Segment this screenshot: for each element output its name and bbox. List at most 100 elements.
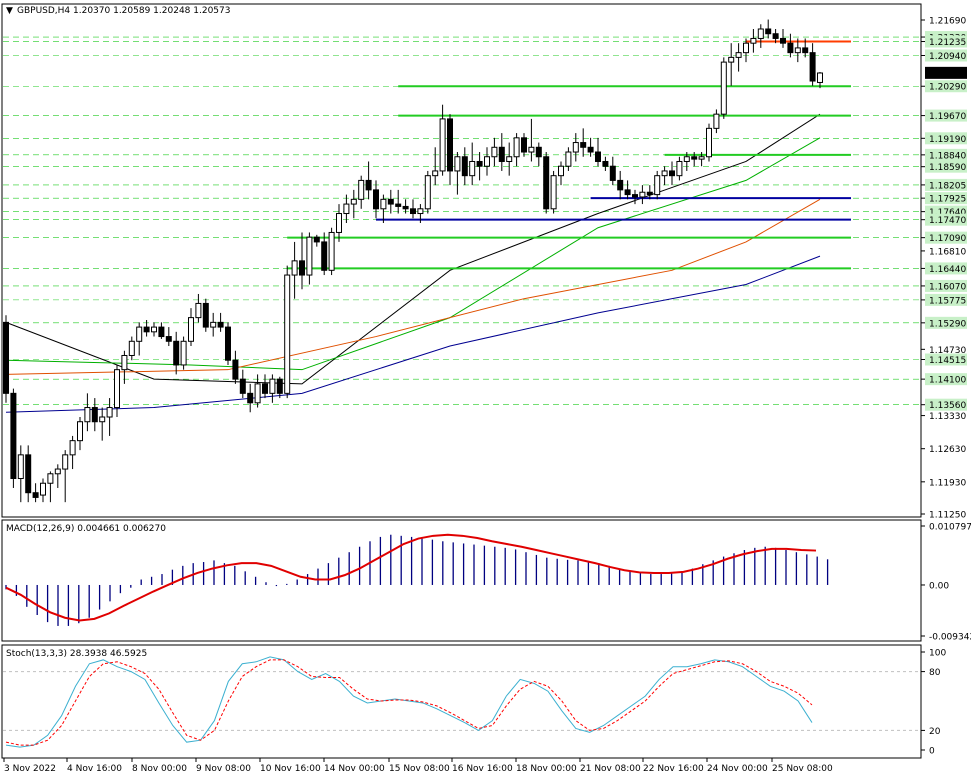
price-label-highlight (925, 35, 967, 48)
candle-body (180, 340, 187, 366)
candle-body (17, 454, 24, 480)
candle-body (506, 156, 513, 162)
stoch-title: Stoch(13,3,3) 28.3938 46.5925 (6, 649, 147, 659)
candlesticks (3, 19, 823, 503)
candle-body (365, 179, 372, 191)
price-label-highlight (925, 132, 967, 145)
candle-body (62, 454, 69, 470)
candle-body (661, 170, 668, 177)
time-tick-label: 14 Nov 00:00 (324, 764, 385, 774)
candle-body (299, 260, 305, 276)
candle-body (454, 156, 461, 172)
candle-body (225, 326, 231, 361)
candle-body (750, 37, 757, 44)
candle-body (3, 321, 9, 394)
time-axis: 3 Nov 2022 4 Nov 16:00 8 Nov 00:00 9 Nov 08… (3, 758, 833, 774)
price-tick-label: 1.20940 (929, 52, 966, 62)
macd-tick-label: 0.00 (929, 581, 949, 591)
price-label-highlight (925, 160, 967, 173)
time-tick-label: 9 Nov 08:00 (196, 764, 251, 774)
candle-body (40, 482, 46, 496)
macd-signal-line (5, 533, 817, 622)
candle-body (202, 302, 209, 328)
price-tick-label: 1.19670 (929, 112, 966, 122)
candle-body (269, 378, 276, 394)
time-tick-label: 16 Nov 16:00 (452, 764, 513, 774)
candle-body (114, 369, 120, 409)
candle-body (794, 47, 801, 54)
candle-body (343, 203, 350, 215)
price-tick-label: 1.16070 (929, 282, 966, 292)
candle-body (328, 231, 335, 271)
candle-body (498, 146, 505, 162)
price-label-highlight (925, 231, 967, 244)
candle-body (424, 175, 431, 210)
moving-averages (5, 113, 821, 413)
price-tick-label: 1.11930 (929, 478, 966, 488)
candle-body (195, 302, 202, 319)
price-tick-label: 1.16440 (929, 265, 966, 275)
price-label-highlight (925, 353, 967, 366)
candle-body (447, 118, 453, 172)
price-label-highlight (925, 148, 967, 161)
candle-body (402, 205, 409, 210)
time-tick-label: 15 Nov 08:00 (389, 764, 450, 774)
moving-average-line (5, 198, 821, 375)
candle-body (469, 160, 476, 177)
horizontal-levels (287, 40, 851, 270)
macd-signal (5, 533, 817, 622)
candle-body (91, 407, 98, 423)
candle-body (128, 340, 135, 356)
stoch-tick-label: 20 (929, 727, 941, 737)
candle-body (706, 127, 712, 158)
candle-body (676, 160, 683, 177)
candle-body (624, 189, 631, 196)
price-tick-label: 1.19190 (929, 135, 966, 145)
moving-average-line (5, 113, 821, 385)
candle-body (580, 142, 587, 148)
price-label-highlight (925, 316, 967, 329)
candle-body (550, 175, 557, 210)
candle-body (587, 146, 594, 153)
candle-body (151, 326, 157, 333)
price-tick-label: 1.18205 (929, 181, 966, 191)
candle-body (743, 42, 749, 54)
candle-body (432, 170, 439, 177)
candle-body (165, 336, 172, 342)
candle-body (10, 392, 17, 480)
candle-body (358, 179, 365, 200)
candle-body (639, 191, 646, 198)
price-axis: 1.216901.213301.212351.209401.205731.202… (921, 17, 967, 521)
candle-body (521, 137, 527, 153)
candle-body (765, 28, 772, 35)
candle-body (513, 137, 520, 158)
macd-title: MACD(12,26,9) 0.004661 0.006270 (6, 524, 166, 534)
time-tick-label: 24 Nov 00:00 (707, 764, 768, 774)
candle-body (77, 421, 83, 442)
time-tick-label: 3 Nov 2022 (4, 764, 56, 774)
candle-body (461, 156, 468, 177)
candle-body (543, 156, 550, 210)
candle-body (617, 179, 624, 191)
candle-body (106, 407, 113, 418)
price-label-highlight (925, 279, 967, 292)
candle-body (276, 378, 283, 394)
price-tick-label: 1.11250 (929, 511, 966, 521)
price-label-highlight (925, 109, 967, 122)
price-tick-label: 1.16810 (929, 247, 966, 257)
price-label-highlight (925, 213, 967, 226)
time-tick-label: 22 Nov 16:00 (643, 764, 704, 774)
stoch-axis: 100 80 20 0 (921, 649, 946, 757)
candle-body (25, 454, 32, 494)
candle-body (336, 213, 342, 233)
current-price-label: 1.20573 (929, 69, 966, 79)
candle-body (728, 56, 735, 63)
macd-tick-label: -0.009342 (929, 633, 971, 643)
candle-body (373, 189, 379, 210)
price-tick-label: 1.12630 (929, 445, 966, 455)
macd-panel: 0.010797 0.00 -0.009342 MACD(12,26,9) 0.00… (1, 519, 971, 643)
candle-body (84, 407, 91, 423)
price-label-highlight (925, 178, 967, 191)
time-tick-label: 8 Nov 00:00 (132, 764, 187, 774)
time-tick-label: 18 Nov 00:00 (516, 764, 577, 774)
